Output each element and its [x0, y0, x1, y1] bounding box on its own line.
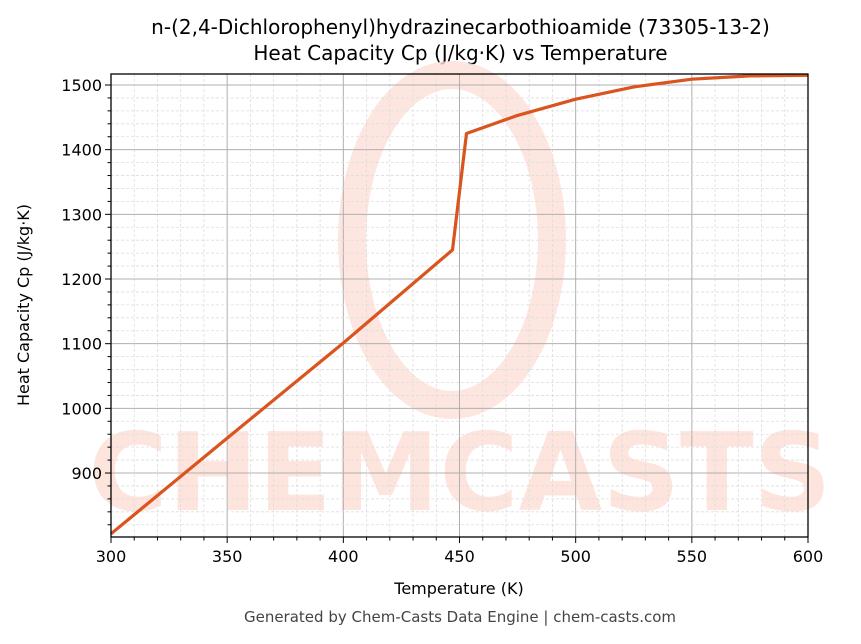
footer-credit: Generated by Chem-Casts Data Engine | ch…	[243, 608, 677, 626]
y-tick-label: 900	[71, 464, 102, 483]
y-tick-label: 1500	[61, 76, 102, 95]
x-tick-label: 600	[793, 547, 824, 566]
x-tick-label: 350	[212, 547, 243, 566]
chart-title-line1: n-(2,4-Dichlorophenyl)hydrazinecarbothio…	[151, 15, 770, 39]
y-axis-label: Heat Capacity Cp (J/kg·K)	[14, 204, 33, 406]
y-tick-label: 1200	[61, 270, 102, 289]
x-tick-label: 500	[560, 547, 591, 566]
chart-title-line2: Heat Capacity Cp (J/kg·K) vs Temperature	[253, 41, 668, 65]
y-tick-label: 1400	[61, 141, 102, 160]
x-tick-label: 300	[96, 547, 127, 566]
axis-ticks: 300 350 400 450 500 550 600 900 1000 1100 1200 1300…	[61, 76, 823, 566]
y-tick-label: 1000	[61, 399, 102, 418]
x-tick-label: 400	[328, 547, 359, 566]
y-tick-label: 1300	[61, 205, 102, 224]
x-tick-label: 450	[444, 547, 475, 566]
y-tick-label: 1100	[61, 335, 102, 354]
x-tick-label: 550	[677, 547, 708, 566]
x-axis-label: Temperature (K)	[393, 579, 523, 598]
cp-curve	[109, 73, 809, 536]
